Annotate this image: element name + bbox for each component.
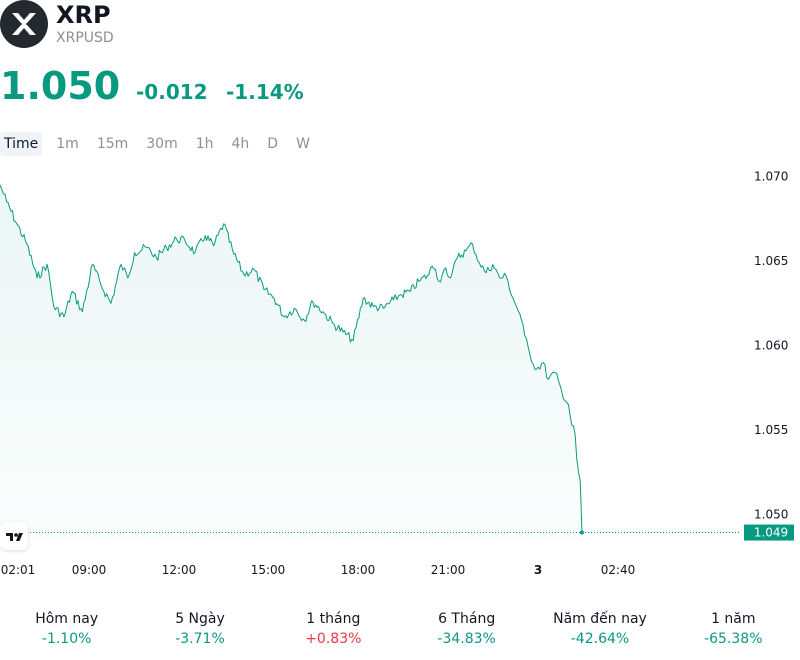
period-change: -3.71% — [175, 631, 225, 647]
period-label: 1 tháng — [306, 611, 361, 627]
period-label: Năm đến nay — [553, 611, 647, 627]
y-tick-label: 1.050 — [754, 508, 788, 522]
period-label: 6 Tháng — [438, 611, 496, 627]
period-stat[interactable]: 1 năm -65.38% — [667, 608, 800, 648]
tradingview-logo-icon[interactable] — [0, 522, 28, 550]
period-label: 5 Ngày — [175, 611, 225, 627]
last-price-label: 1.049 — [754, 526, 788, 540]
period-change: -42.64% — [570, 631, 630, 647]
x-tick-label: 12:00 — [162, 563, 197, 577]
xrp-logo-icon — [0, 0, 48, 48]
asset-symbol: XRPUSD — [56, 30, 114, 46]
x-tick-label: 15:00 — [251, 563, 286, 577]
y-tick-label: 1.070 — [754, 169, 788, 183]
period-change: -1.10% — [41, 631, 92, 647]
period-change: -34.83% — [437, 631, 496, 647]
period-label: Hôm nay — [35, 611, 99, 627]
tab-w[interactable]: W — [296, 136, 310, 152]
period-label: 1 năm — [711, 611, 756, 627]
period-change: -65.38% — [704, 631, 763, 647]
performance-periods: Hôm nay -1.10% 5 Ngày -3.71% 1 tháng +0.83% 6 … — [0, 608, 800, 648]
x-tick-label: 02:40 — [601, 563, 636, 577]
period-stat[interactable]: Hôm nay -1.10% — [0, 608, 133, 648]
period-stat[interactable]: 6 Tháng -34.83% — [400, 608, 533, 648]
last-price: 1.050 — [0, 64, 121, 108]
x-tick-label: 09:00 — [72, 563, 107, 577]
period-change: +0.83% — [305, 631, 362, 647]
tab-d[interactable]: D — [267, 136, 279, 152]
asset-name: XRP — [56, 1, 111, 29]
period-stat[interactable]: 1 tháng +0.83% — [267, 608, 400, 648]
x-tick-label: 3 — [534, 563, 542, 577]
tab-4h[interactable]: 4h — [231, 136, 250, 152]
x-tick-label: 18:00 — [341, 563, 376, 577]
x-tick-label: 02:01 — [1, 563, 36, 577]
tab-15m[interactable]: 15m — [96, 136, 129, 152]
price-chart[interactable]: 1.049 1.070 1.065 1.060 1.055 1.050 02:01 09:00… — [0, 160, 800, 590]
price-change: -0.012 — [136, 80, 208, 104]
x-tick-label: 21:00 — [431, 563, 466, 577]
tab-1m[interactable]: 1m — [56, 136, 79, 152]
tab-time[interactable]: Time — [0, 132, 43, 156]
last-price-dot — [579, 530, 584, 535]
last-price-label-box — [744, 524, 794, 541]
timeframe-tabs: Time 1m 15m 30m 1h 4h D W — [0, 132, 324, 156]
tab-30m[interactable]: 30m — [146, 136, 178, 152]
period-stat[interactable]: 5 Ngày -3.71% — [133, 608, 266, 648]
price-change-percent: -1.14% — [226, 80, 304, 104]
y-tick-label: 1.055 — [754, 423, 788, 437]
period-stat[interactable]: Năm đến nay -42.64% — [533, 608, 666, 648]
chart-area-fill — [0, 184, 582, 540]
y-tick-label: 1.060 — [754, 339, 788, 353]
y-tick-label: 1.065 — [754, 254, 788, 268]
tab-1h[interactable]: 1h — [195, 136, 214, 152]
chart-series-line — [0, 184, 583, 532]
